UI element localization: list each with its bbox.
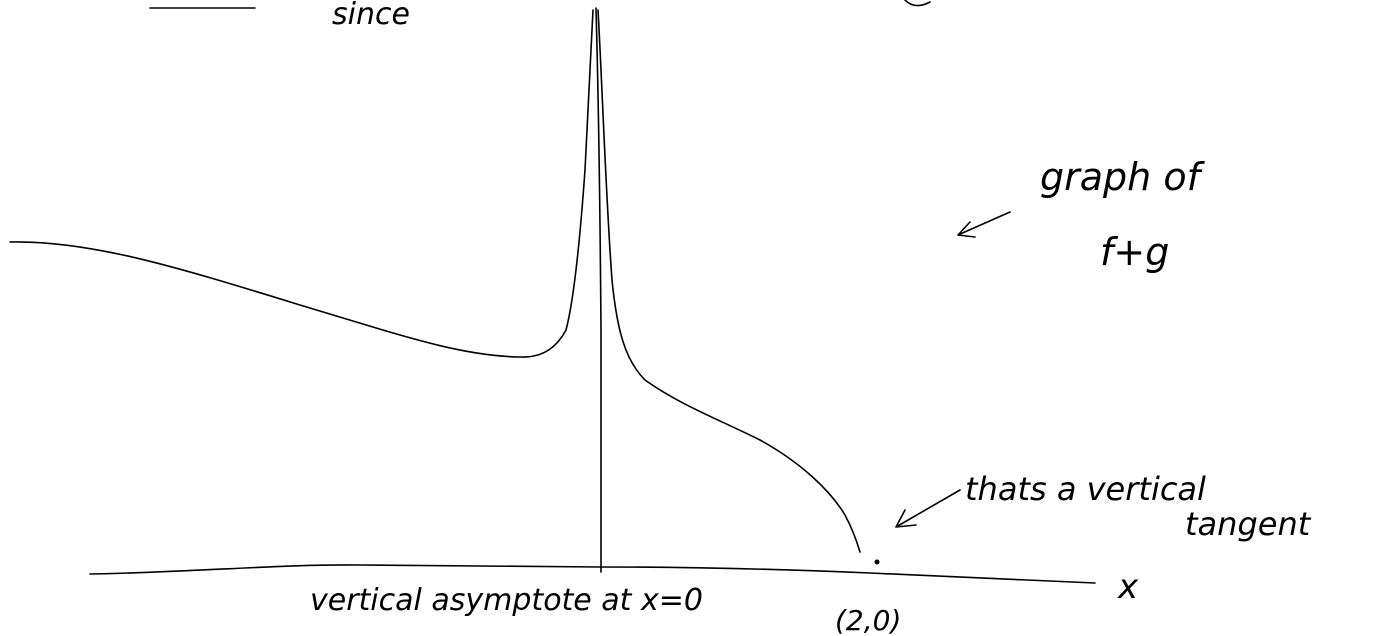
arrow-tangent (895, 489, 961, 528)
arrow-graph (957, 211, 1011, 238)
point (874, 559, 880, 565)
graph-label: graph of (1040, 155, 1206, 199)
tangent-label: thats a vertical (965, 470, 1206, 508)
note-since: since (332, 0, 410, 32)
graph-label: f+g (1100, 230, 1169, 274)
x-axis (89, 564, 1096, 584)
asymptote-label: vertical asymptote at x=0 (310, 583, 703, 618)
curve-right (597, 9, 861, 553)
cut-letter (904, 0, 931, 7)
axis-label: x (1117, 567, 1139, 607)
tangent-label: tangent (1185, 505, 1312, 543)
point-label: (2,0) (835, 604, 901, 636)
asymptote-line (595, 7, 602, 573)
curve-left (9, 9, 594, 358)
